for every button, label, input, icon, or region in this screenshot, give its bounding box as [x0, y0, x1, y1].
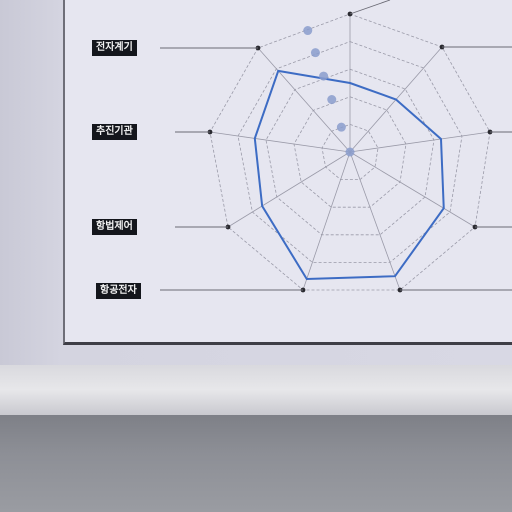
grid-ring: [265, 68, 435, 236]
data-point: [310, 48, 320, 58]
data-point: [303, 26, 313, 36]
axis-label-2: 항법제어: [92, 219, 137, 235]
data-point: [336, 122, 346, 132]
grid-ring: [209, 13, 491, 291]
axis-spoke: [349, 131, 491, 153]
leader-line: [349, 0, 391, 15]
axis-spoke: [302, 151, 351, 291]
radar-series: [253, 69, 445, 280]
monitor-bezel: [0, 365, 512, 415]
axis-end-dot: [347, 11, 353, 17]
grid-ring: [237, 41, 463, 263]
radar-grid: [209, 13, 491, 291]
axis-label-1: 추진기관: [92, 124, 137, 140]
axis-label-0: 전자계기: [92, 40, 137, 56]
axis-label-3: 항공전자: [96, 283, 141, 299]
axis-spoke: [227, 151, 351, 228]
data-point: [327, 95, 337, 105]
data-point: [345, 147, 355, 157]
data-point: [319, 71, 329, 81]
grid-ring: [321, 123, 379, 181]
grid-ring: [293, 96, 407, 208]
axis-spoke: [349, 151, 401, 291]
axis-spoke: [209, 131, 351, 153]
desk-surface: [0, 415, 512, 512]
axis-spoke: [257, 47, 351, 153]
label-leader-lines: [160, 0, 512, 293]
series-line: [253, 69, 445, 280]
radar-point-markers: [303, 26, 355, 157]
axis-spoke: [349, 151, 476, 228]
